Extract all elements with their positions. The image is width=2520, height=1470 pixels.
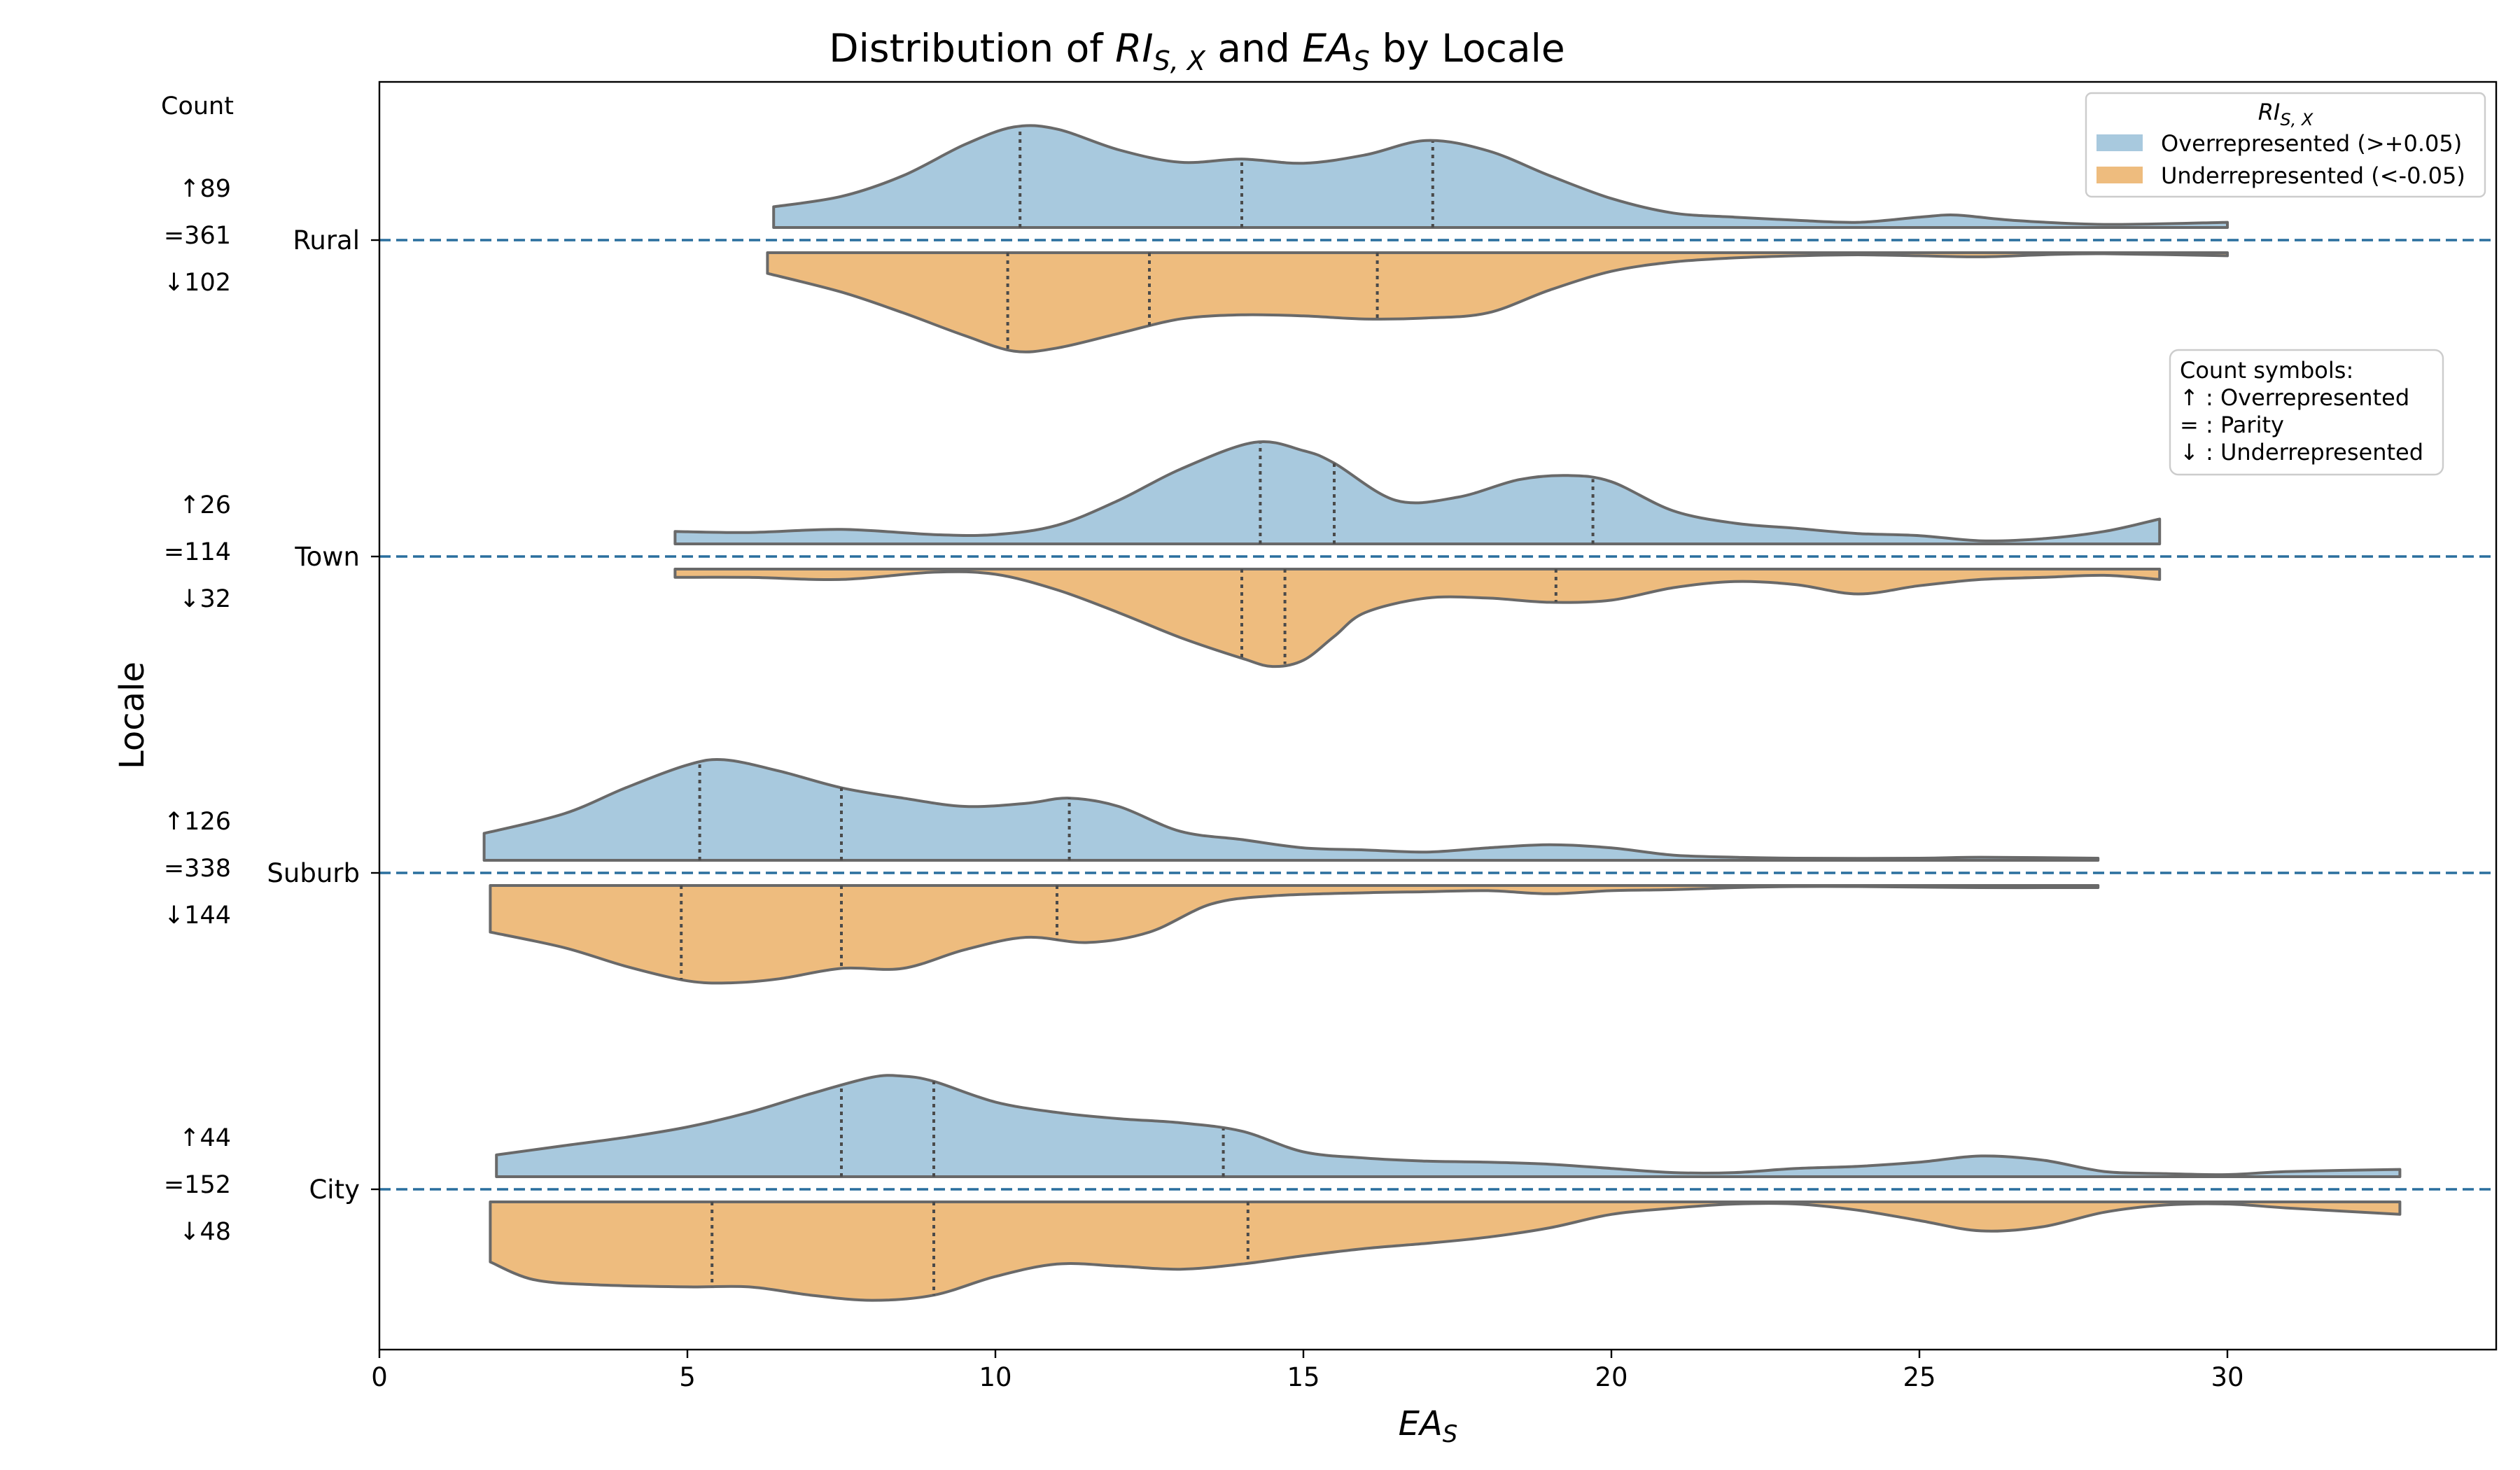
count-city-parity: =152 (164, 1171, 231, 1199)
count-suburb-under: ↓144 (164, 902, 231, 930)
violin-town-over (673, 440, 2162, 545)
legend-title: RIS, X (2258, 99, 2314, 130)
legend-label-over: Overrepresented (>+0.05) (2161, 130, 2462, 157)
x-tick-label-10: 10 (979, 1362, 1011, 1392)
x-tick-label-15: 15 (1287, 1362, 1320, 1392)
count-annotations: ↑89 =361 ↓102 ↑26 =114 ↓32 ↑126 =338 ↓144 ↑44 =152… (164, 175, 231, 1246)
count-town-under: ↓32 (179, 585, 231, 613)
count-rural-parity: =361 (164, 222, 231, 250)
x-axis-label: EAS (1399, 1404, 1458, 1448)
count-symbols-box (2169, 349, 2444, 476)
count-suburb-parity: =338 (164, 855, 231, 883)
legend-swatch-under (2096, 167, 2143, 183)
count-city-under: ↓48 (179, 1218, 231, 1246)
count-symbols-line-3: = : Parity (2180, 412, 2284, 438)
count-symbols-line-1: Count symbols: (2180, 357, 2353, 384)
y-axis-label: Locale (113, 662, 152, 769)
count-suburb-over: ↑126 (164, 808, 231, 836)
x-axis: 0 5 10 15 20 25 30 (371, 1350, 2244, 1392)
count-city-over: ↑44 (179, 1124, 231, 1152)
legend: RIS, X Overrepresented (>+0.05) Underrep… (2085, 92, 2486, 198)
x-tick-label-5: 5 (679, 1362, 696, 1392)
violin-suburb-under (489, 884, 2100, 985)
x-tick-label-20: 20 (1595, 1362, 1628, 1392)
count-symbols-note: Count symbols: ↑ : Overrepresented = : P… (2169, 349, 2444, 476)
x-tick-label-25: 25 (1903, 1362, 1935, 1392)
count-header: Count (161, 92, 234, 120)
x-tick-label-0: 0 (371, 1362, 388, 1392)
reference-lines (379, 239, 2496, 1191)
count-symbols-line-2: ↑ : Overrepresented (2180, 384, 2409, 411)
violin-rural-under (766, 251, 2229, 354)
count-town-over: ↑26 (179, 491, 231, 519)
violin-rural-over (772, 124, 2229, 229)
legend-box (2085, 92, 2486, 198)
violin-layer (482, 124, 2402, 1302)
plot-frame (378, 80, 2498, 1351)
y-tick-label-town: Town (294, 542, 360, 572)
x-tick-label-30: 30 (2211, 1362, 2244, 1392)
violin-city-under (489, 1200, 2402, 1302)
violin-town-under (673, 568, 2162, 668)
chart-title: Distribution of RIS, X and EAS by Locale (829, 26, 1564, 76)
y-axis: Rural Town Suburb City (267, 225, 379, 1205)
violin-suburb-over (482, 758, 2100, 862)
y-tick-label-rural: Rural (293, 225, 360, 255)
count-rural-over: ↑89 (179, 175, 231, 203)
count-town-parity: =114 (164, 538, 231, 566)
violin-city-over (495, 1074, 2402, 1178)
count-symbols-line-4: ↓ : Underrepresented (2180, 439, 2423, 465)
y-tick-label-suburb: Suburb (267, 858, 360, 888)
legend-swatch-over (2096, 134, 2143, 151)
count-rural-under: ↓102 (164, 269, 231, 297)
legend-label-under: Underrepresented (<-0.05) (2161, 162, 2465, 189)
y-tick-label-city: City (309, 1175, 360, 1205)
